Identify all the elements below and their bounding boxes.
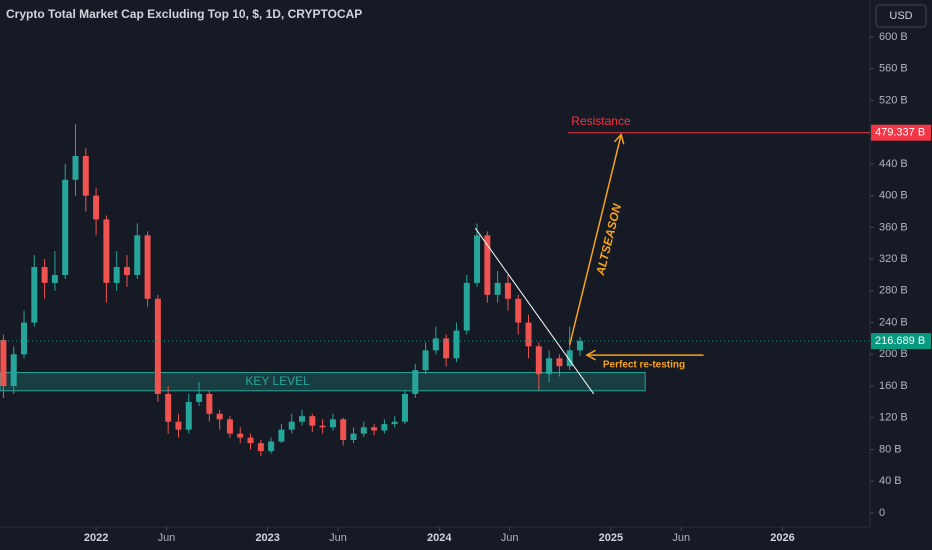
candle-body (453, 330, 460, 359)
candle-body (247, 437, 254, 444)
candle-body (144, 235, 151, 299)
y-tick-label: 520 B (879, 94, 908, 106)
candle-body (175, 421, 182, 430)
candle-body (216, 413, 223, 420)
candle-body (154, 298, 161, 394)
candle-body (82, 155, 89, 196)
y-tick-label: 40 B (879, 475, 902, 487)
candle-body (51, 274, 58, 283)
y-tick-label: 600 B (879, 31, 908, 43)
candle-body (577, 340, 583, 351)
x-tick-label: 2022 (84, 532, 108, 544)
candle-body (566, 350, 573, 367)
candle-body (134, 235, 141, 275)
candle-body (72, 155, 79, 180)
resistance-tag-label: 479.337 B (875, 127, 925, 139)
x-tick-label: Jun (501, 532, 519, 544)
y-tick-label: 280 B (879, 285, 908, 297)
candle-body (237, 433, 244, 438)
candle-body (535, 346, 542, 375)
annotation-text: Perfect re-testing (603, 360, 685, 371)
candle-body (350, 433, 357, 440)
x-tick-label: Jun (158, 532, 176, 544)
x-tick-label: 2026 (770, 532, 794, 544)
last-price-tag (871, 333, 931, 350)
currency-label[interactable]: USD (889, 10, 912, 22)
candle-body (319, 425, 326, 428)
annotation-arrow (568, 134, 622, 345)
candle-body (474, 235, 481, 283)
resistance-tag (871, 124, 931, 141)
candle-body (196, 393, 203, 402)
x-tick-label: 2025 (599, 532, 623, 544)
candle-body (21, 322, 28, 355)
candle-body (206, 393, 213, 414)
x-tick-label: Jun (672, 532, 690, 544)
candle-body (113, 267, 120, 283)
candle-body (443, 338, 450, 359)
y-tick-label: 80 B (879, 443, 902, 455)
y-tick-label: 400 B (879, 190, 908, 202)
x-tick-label: 2023 (255, 532, 279, 544)
y-tick-label: 120 B (879, 412, 908, 424)
candle-body (165, 393, 172, 422)
candle-body (494, 282, 501, 295)
candle-body (329, 419, 336, 428)
last-price-tag-label: 216.689 B (875, 335, 925, 347)
candle-body (360, 427, 367, 434)
chart-title: Crypto Total Market Cap Excluding Top 10… (6, 7, 362, 21)
trendline (474, 227, 595, 395)
x-tick-label: Jun (329, 532, 347, 544)
candle-body (463, 282, 470, 331)
y-tick-label: 240 B (879, 316, 908, 328)
candle-body (412, 370, 419, 394)
y-tick-label: 0 (879, 507, 885, 519)
y-tick-label: 160 B (879, 380, 908, 392)
candle-body (62, 179, 69, 275)
candle-body (381, 424, 388, 431)
candle-body (185, 401, 192, 430)
y-tick-label: 560 B (879, 63, 908, 75)
candle-body (422, 350, 429, 371)
candle-body (123, 267, 130, 275)
y-tick-label: 320 B (879, 253, 908, 265)
candle-body (93, 195, 100, 220)
candle-body (278, 429, 285, 442)
candle-body (31, 267, 38, 323)
candle-body (525, 322, 532, 347)
currency-button[interactable] (875, 4, 927, 28)
candle-body (484, 235, 491, 295)
candle-body (432, 338, 439, 351)
y-tick-label: 200 B (879, 348, 908, 360)
x-tick-label: 2024 (427, 532, 452, 544)
candle-body (226, 419, 233, 434)
key-level-label: KEY LEVEL (245, 374, 310, 388)
candle-body (340, 419, 347, 440)
candle-body (10, 354, 17, 387)
key-level-band (0, 372, 646, 392)
annotation-arrowhead (613, 133, 625, 145)
candle-body (0, 340, 7, 387)
candle-body (288, 421, 295, 430)
y-tick-label: 440 B (879, 158, 908, 170)
candle-body (546, 358, 553, 375)
candle-body (504, 282, 511, 299)
candle-body (41, 267, 48, 283)
annotation-arrowhead (585, 349, 596, 361)
candle-body (299, 416, 306, 422)
candle-body (309, 416, 316, 426)
candle-body (401, 393, 408, 422)
candle-body (391, 421, 398, 425)
candle-body (556, 358, 563, 367)
candle-body (103, 219, 110, 283)
candle-body (268, 441, 275, 452)
y-tick-label: 360 B (879, 221, 908, 233)
resistance-text: Resistance (571, 114, 631, 128)
candle-body (257, 443, 264, 452)
candle-body (515, 298, 522, 323)
candle-body (371, 427, 378, 431)
